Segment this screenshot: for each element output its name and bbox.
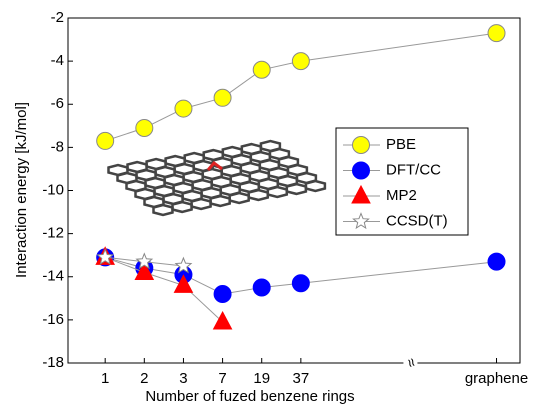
hexagon <box>266 185 289 199</box>
hexagon <box>190 197 212 211</box>
marker <box>96 247 115 265</box>
hexagon <box>228 191 250 205</box>
marker <box>252 278 271 297</box>
marker <box>174 99 193 118</box>
x-tick-label: 7 <box>218 370 226 387</box>
molecule <box>206 160 223 171</box>
graphene-illustration <box>107 139 327 217</box>
legend-label: PBE <box>386 136 416 153</box>
hexagon <box>209 194 231 208</box>
y-tick-label: -10 <box>42 181 64 198</box>
marker <box>212 310 233 330</box>
marker <box>291 52 310 71</box>
x-tick-label: 3 <box>179 370 187 387</box>
y-tick-label: -14 <box>42 268 64 285</box>
axis-break: ≈ <box>402 356 421 370</box>
marker <box>213 88 232 107</box>
x-tick-label: 2 <box>140 370 148 387</box>
marker <box>174 256 193 274</box>
series-line <box>105 256 223 323</box>
marker <box>487 252 506 271</box>
legend-marker <box>352 212 370 230</box>
legend-marker <box>352 161 370 180</box>
marker <box>135 118 154 137</box>
legend-marker <box>352 136 370 154</box>
x-tick-label: 19 <box>253 370 270 387</box>
x-tick-label: graphene <box>465 370 528 387</box>
marker <box>96 131 115 150</box>
y-tick-label: -6 <box>51 95 64 112</box>
marker <box>173 274 194 293</box>
y-tick-label: -2 <box>51 9 64 26</box>
marker <box>213 285 232 303</box>
hexagon <box>247 188 270 202</box>
y-axis-label: Interaction energy [kJ/mol] <box>13 102 30 278</box>
legend-marker <box>351 184 371 204</box>
marker <box>134 261 155 280</box>
axis-break-gap <box>403 361 418 365</box>
y-tick-label: -16 <box>42 311 64 328</box>
hexagon <box>152 203 174 217</box>
marker <box>252 60 271 79</box>
legend-label: CCSD(T) <box>386 212 448 229</box>
legend-label: DFT/CC <box>386 161 441 178</box>
hexagon <box>285 182 308 196</box>
y-tick-label: -12 <box>42 225 64 242</box>
series-line <box>105 32 497 142</box>
x-tick-label: 37 <box>293 370 310 387</box>
marker <box>291 274 310 293</box>
y-tick-label: -8 <box>51 138 64 155</box>
legend-label: MP2 <box>386 187 417 204</box>
hexagon <box>171 200 193 214</box>
x-tick-label: 1 <box>101 370 109 387</box>
x-axis-label: Number of fuzed benzene rings <box>145 388 354 405</box>
hexagon <box>304 179 327 193</box>
marker <box>487 24 506 43</box>
marker <box>135 252 154 270</box>
y-tick-label: -4 <box>51 52 64 69</box>
y-tick-label: -18 <box>42 354 64 371</box>
